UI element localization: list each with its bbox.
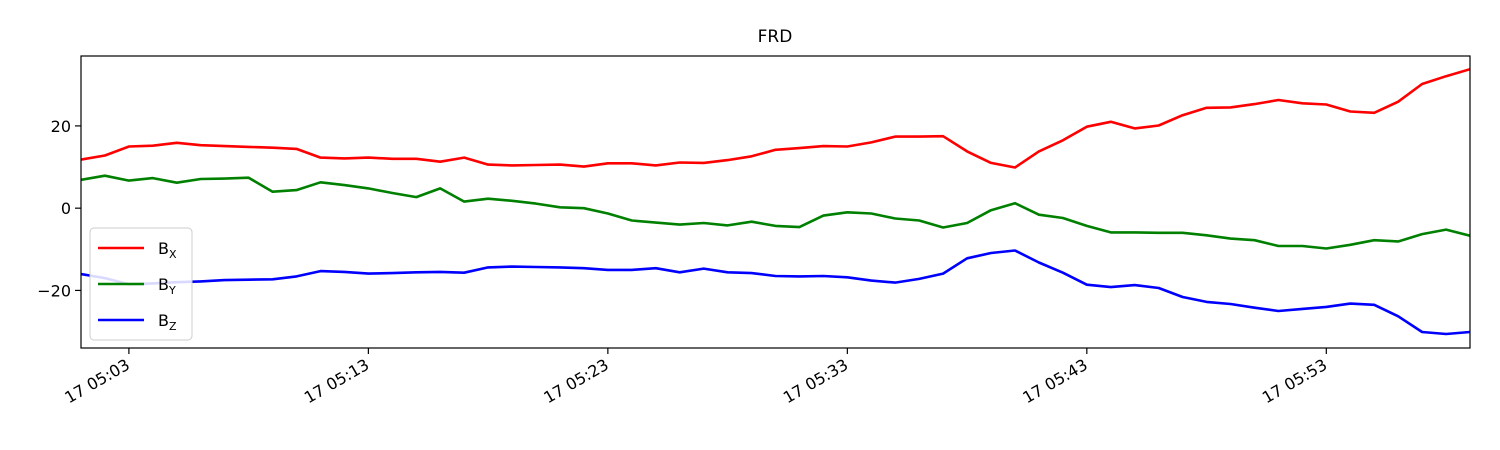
y-tick-label: 20	[51, 117, 71, 136]
legend-label-main: B	[158, 239, 169, 258]
legend-label-subscript: Y	[168, 284, 176, 297]
x-tick-label: 17 05:33	[780, 355, 851, 407]
series-line-bz	[81, 249, 1470, 336]
x-axis: 17 05:03 17 05:13 17 05:23 17 05:33 17 05:43…	[61, 348, 1330, 407]
legend-label-subscript: X	[169, 248, 177, 261]
legend-label: BY	[158, 275, 176, 297]
legend-label: BZ	[158, 311, 177, 333]
x-tick-label: 17 05:23	[540, 355, 611, 407]
chart-title: FRD	[758, 27, 793, 47]
plot-frame	[80, 55, 1471, 349]
y-axis: −20 0 20	[37, 117, 81, 300]
series-layer	[81, 67, 1470, 336]
legend-label-main: B	[158, 275, 169, 294]
series-line-by	[81, 174, 1470, 250]
legend-label: BX	[158, 239, 177, 261]
legend-label-main: B	[158, 311, 169, 330]
x-tick-label: 17 05:53	[1259, 355, 1330, 407]
x-tick-label: 17 05:43	[1019, 355, 1090, 407]
x-tick-label: 17 05:03	[61, 355, 132, 407]
y-tick-label: 0	[61, 199, 71, 218]
x-tick-label: 17 05:13	[301, 355, 372, 407]
legend-label-subscript: Z	[169, 320, 177, 333]
series-line-bx	[81, 67, 1470, 169]
y-tick-label: −20	[37, 281, 71, 300]
